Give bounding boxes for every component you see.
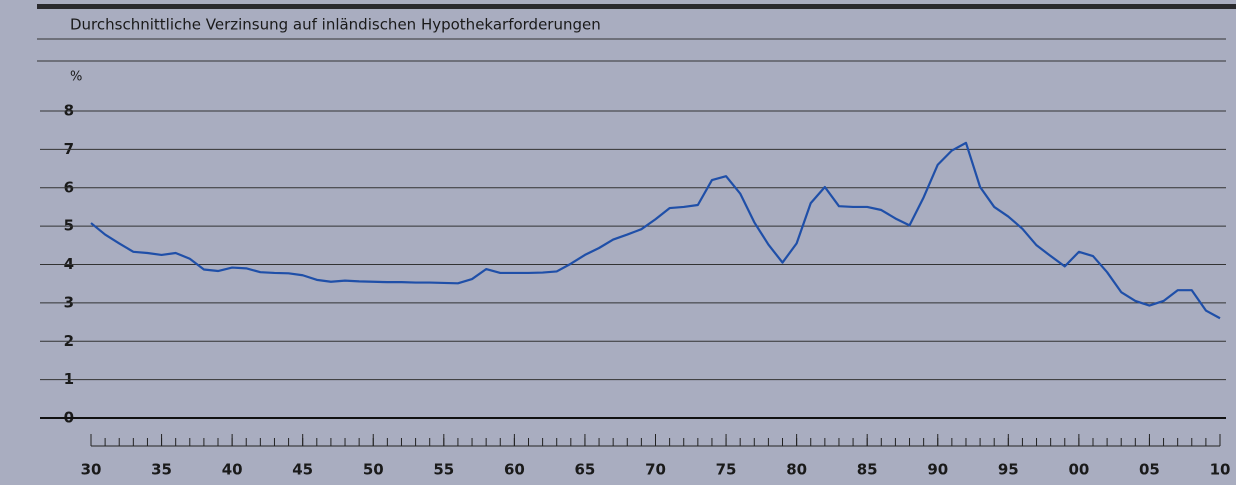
- x-tick-label: 55: [433, 461, 454, 479]
- x-tick-label: 00: [1068, 461, 1089, 479]
- top-bar: [37, 4, 1236, 9]
- x-tick-label: 35: [151, 461, 172, 479]
- y-unit: %: [70, 70, 82, 85]
- x-tick-label: 80: [786, 461, 807, 479]
- x-tick-label: 40: [222, 461, 243, 479]
- x-tick-label: 60: [504, 461, 525, 479]
- x-tick-label: 75: [716, 461, 737, 479]
- x-tick-label: 45: [292, 461, 313, 479]
- x-tick-label: 05: [1139, 461, 1160, 479]
- x-tick-label: 30: [81, 461, 102, 479]
- x-tick-label: 50: [363, 461, 384, 479]
- x-tick-label: 70: [645, 461, 666, 479]
- x-tick-label: 10: [1210, 461, 1231, 479]
- x-tick-label: 95: [998, 461, 1019, 479]
- x-tick-label: 90: [927, 461, 948, 479]
- chart-title: Durchschnittliche Verzinsung auf inländi…: [70, 16, 601, 34]
- x-tick-label: 65: [575, 461, 596, 479]
- x-tick-label: 85: [857, 461, 878, 479]
- line-series: [90, 141, 1221, 320]
